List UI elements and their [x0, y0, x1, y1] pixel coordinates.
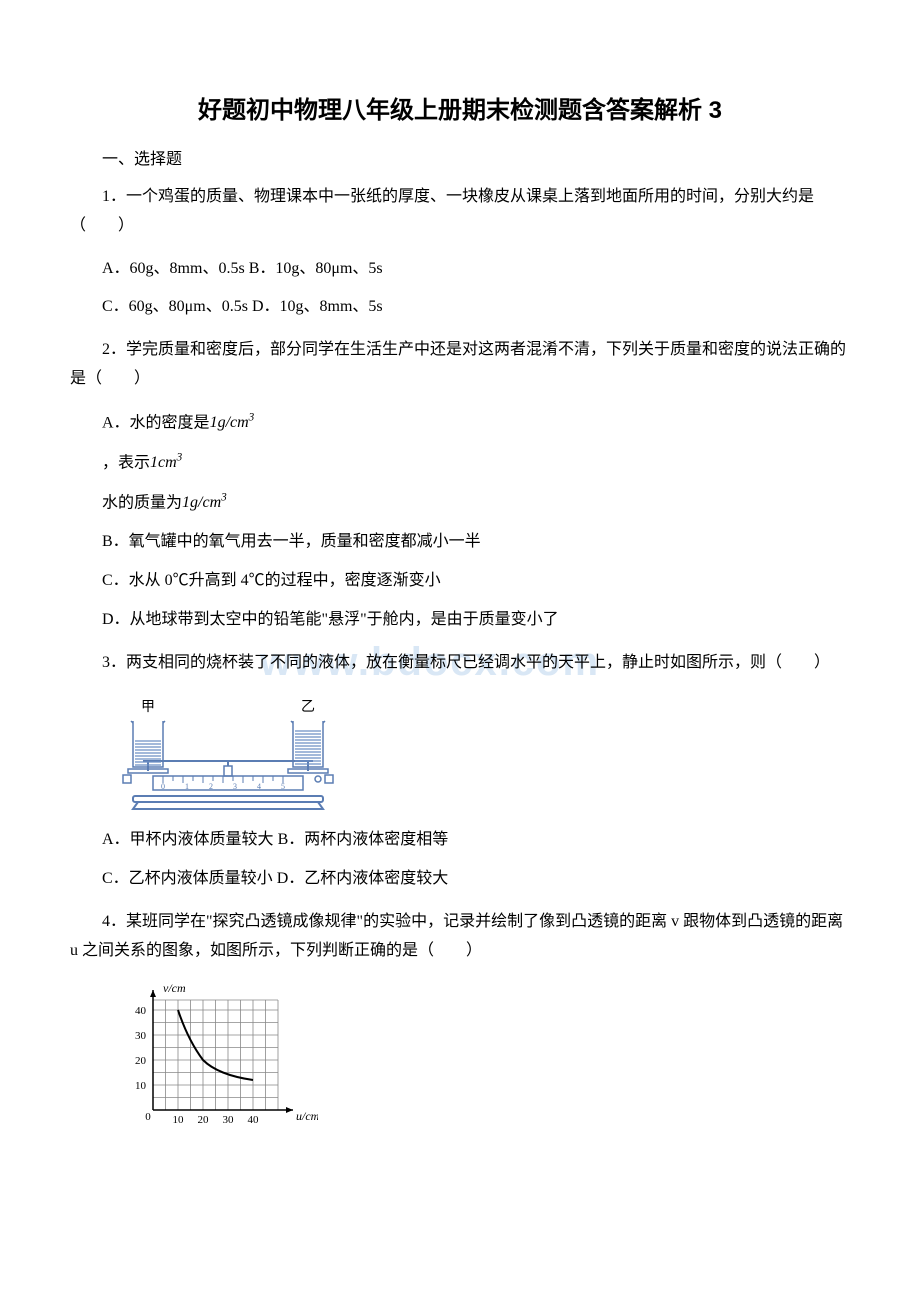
q1-options-cd: C．60g、80μm、0.5s D．10g、8mm、5s: [70, 293, 850, 322]
ylabel: v/cm: [163, 981, 186, 995]
page-content: 好题初中物理八年级上册期末检测题含答案解析 3 一、选择题 1．一个鸡蛋的质量、…: [70, 90, 850, 1145]
balance-drawing: 0 1 2 3 4 5: [123, 699, 333, 809]
q3-opt-a: A．甲杯内液体质量较大: [102, 831, 274, 848]
graph-figure: v/cm u/cm 0 10 20 30 40 10 20 30 40: [118, 980, 850, 1145]
q1-opt-c: C．60g、80μm、0.5s: [102, 298, 248, 315]
q3-opt-c: C．乙杯内液体质量较小: [102, 870, 273, 887]
q2-formula-1: 1g/cm3: [210, 414, 255, 431]
tick-0: 0: [161, 782, 165, 791]
q2-opt-a-line3: 水的质量为1g/cm3: [70, 488, 850, 518]
ytick-10: 10: [135, 1080, 147, 1092]
question-3: 3．两支相同的烧杯装了不同的液体，放在衡量标尺已经调水平的天平上，静止时如图所示…: [70, 649, 850, 678]
q2-opt-a-pre: A．水的密度是: [102, 414, 210, 431]
q1-opt-d: D．10g、8mm、5s: [252, 298, 383, 315]
q2-opt-d: D．从地球带到太空中的铅笔能"悬浮"于舱内，是由于质量变小了: [70, 606, 850, 635]
q1-opt-b: B．10g、80μm、5s: [249, 260, 383, 277]
question-4: 4．某班同学在"探究凸透镜成像规律"的实验中，记录并绘制了像到凸透镜的距离 v …: [70, 908, 850, 966]
question-2: 2．学完质量和密度后，部分同学在生活生产中还是对这两者混淆不清，下列关于质量和密…: [70, 336, 850, 394]
q1-options-ab: A．60g、8mm、0.5s B．10g、80μm、5s: [70, 255, 850, 284]
q2-formula-2: 1cm3: [150, 454, 182, 471]
ytick-30: 30: [135, 1030, 147, 1042]
q3-opt-b: B．两杯内液体密度相等: [278, 831, 449, 848]
q3-options-ab: A．甲杯内液体质量较大 B．两杯内液体密度相等: [70, 826, 850, 855]
label-right: 乙: [301, 699, 315, 715]
balance-figure: 0 1 2 3 4 5: [118, 691, 850, 816]
q3-options-cd: C．乙杯内液体质量较小 D．乙杯内液体密度较大: [70, 865, 850, 894]
ytick-40: 40: [135, 1005, 147, 1017]
q2-opt-a-line1: A．水的密度是1g/cm3: [70, 408, 850, 438]
q2-formula-3: 1g/cm3: [182, 494, 227, 511]
xtick-10: 10: [173, 1114, 185, 1126]
label-left: 甲: [141, 700, 155, 715]
xtick-40: 40: [248, 1114, 260, 1126]
xlabel: u/cm: [296, 1109, 318, 1123]
section-heading: 一、选择题: [70, 145, 850, 169]
q2-opt-a-l3-pre: 水的质量为: [102, 494, 182, 511]
page-title: 好题初中物理八年级上册期末检测题含答案解析 3: [70, 90, 850, 125]
q2-opt-a-l2-pre: ，表示: [102, 454, 150, 471]
xtick-20: 20: [198, 1114, 210, 1126]
xtick-30: 30: [223, 1114, 235, 1126]
question-1: 1．一个鸡蛋的质量、物理课本中一张纸的厚度、一块橡皮从课桌上落到地面所用的时间，…: [70, 183, 850, 241]
graph-drawing: v/cm u/cm 0 10 20 30 40 10 20 30 40: [135, 981, 318, 1126]
tick-3: 3: [233, 782, 237, 791]
q2-opt-a-line2: ，表示1cm3: [70, 448, 850, 478]
q2-opt-c: C．水从 0℃升高到 4℃的过程中，密度逐渐变小: [70, 567, 850, 596]
tick-5: 5: [281, 782, 285, 791]
origin-label: 0: [145, 1111, 151, 1123]
ytick-20: 20: [135, 1055, 147, 1067]
tick-2: 2: [209, 782, 213, 791]
q3-opt-d: D．乙杯内液体密度较大: [277, 870, 449, 887]
tick-1: 1: [185, 782, 189, 791]
tick-4: 4: [257, 782, 261, 791]
q1-opt-a: A．60g、8mm、0.5s: [102, 260, 245, 277]
q2-opt-b: B．氧气罐中的氧气用去一半，质量和密度都减小一半: [70, 528, 850, 557]
